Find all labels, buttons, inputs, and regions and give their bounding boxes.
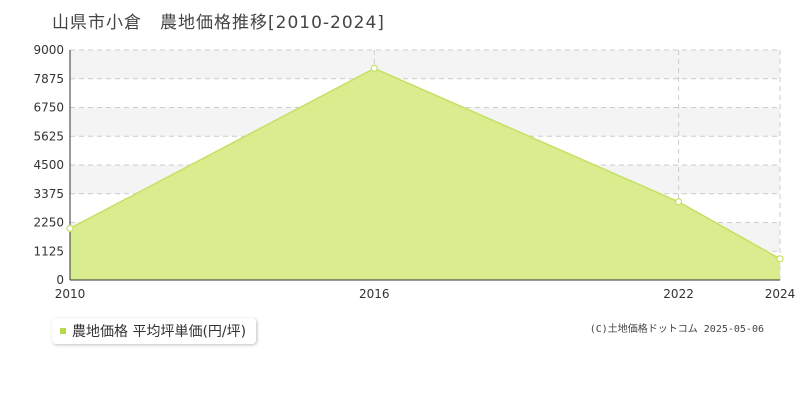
grid-band	[70, 50, 780, 79]
y-tick-label: 6750	[33, 101, 64, 115]
area-chart: 0 1125 2250 3375 4500 5625 6750 7875 9000 2010 201…	[33, 43, 796, 300]
y-tick-label: 7875	[33, 72, 64, 86]
y-tick-label: 2250	[33, 216, 64, 230]
y-tick-label: 5625	[33, 129, 64, 143]
data-point	[370, 64, 378, 73]
x-tick-label: 2024	[765, 287, 796, 300]
copyright-text: (C)土地価格ドットコム 2025-05-06	[589, 324, 764, 335]
y-tick-label: 0	[56, 273, 64, 287]
data-point	[674, 198, 683, 206]
y-tick-label: 3375	[33, 187, 64, 201]
data-point	[776, 255, 784, 263]
x-tick-label: 2022	[663, 287, 694, 300]
chart-title: 山県市小倉 農地価格推移[2010-2024]	[52, 13, 385, 33]
legend-label: 農地価格 平均坪単価(円/坪)	[72, 324, 247, 340]
data-point	[66, 224, 74, 232]
y-tick-label: 4500	[33, 158, 64, 172]
y-tick-label: 1125	[33, 244, 64, 258]
y-tick-label: 9000	[33, 43, 64, 57]
series-line	[69, 67, 781, 260]
x-tick-label: 2010	[55, 287, 86, 300]
x-tick-label: 2016	[359, 287, 390, 300]
series-area	[70, 68, 780, 281]
legend-swatch	[60, 328, 66, 334]
legend: 農地価格 平均坪単価(円/坪)	[52, 318, 257, 344]
